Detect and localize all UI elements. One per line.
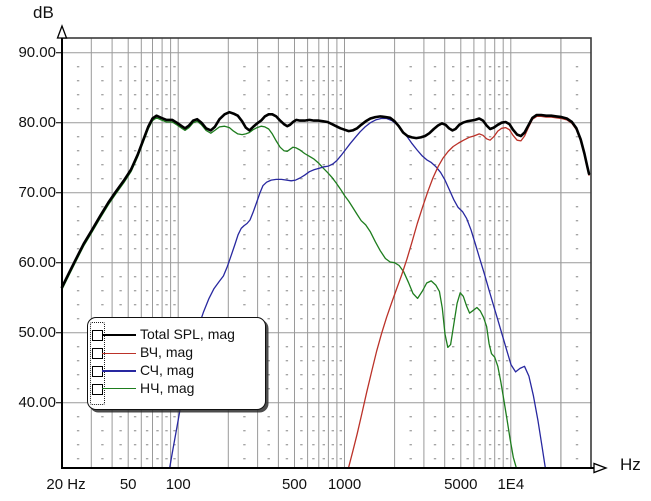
x-axis-arrow-icon: [593, 462, 608, 474]
x-tick-label: 5000: [444, 476, 478, 493]
y-tick-label: 70.00: [18, 183, 56, 201]
legend-label: НЧ, mag: [140, 379, 195, 396]
series-нч-mag: [61, 117, 517, 468]
x-tick-label: 1000: [327, 476, 362, 493]
legend-line-sample: [102, 388, 136, 390]
y-tick-label: 50.00: [18, 323, 56, 341]
legend-line-sample: [102, 333, 136, 337]
x-tick-label: 50: [119, 476, 137, 493]
x-tick-label: 1E4: [497, 476, 525, 493]
legend-label: Total SPL, mag: [140, 326, 235, 342]
x-tick-label: 20 Hz: [46, 476, 86, 493]
series-total-spl-mag: [60, 110, 591, 289]
x-axis-unit-label: Hz: [620, 455, 641, 474]
legend-line-sample: [102, 370, 136, 372]
y-tick-label: 60.00: [18, 253, 56, 271]
legend-checkbox-strip: [90, 322, 105, 405]
legend-label: СЧ, mag: [140, 362, 194, 378]
y-tick-label: 80.00: [18, 113, 56, 131]
x-tick-label: 500: [281, 476, 307, 493]
legend-box: Total SPL, mag ВЧ, mag СЧ, mag НЧ, mag: [87, 317, 266, 410]
series-сч-mag: [169, 117, 546, 468]
x-tick-label: 100: [165, 476, 191, 493]
legend-label: ВЧ, mag: [140, 344, 194, 361]
legend-line-sample: [102, 352, 136, 354]
y-tick-label: 90.00: [18, 43, 56, 61]
y-axis-arrow-icon: [56, 24, 68, 39]
series-вч-mag: [348, 115, 590, 468]
y-axis-unit-label: dB: [33, 3, 54, 22]
y-tick-label: 40.00: [18, 393, 56, 411]
